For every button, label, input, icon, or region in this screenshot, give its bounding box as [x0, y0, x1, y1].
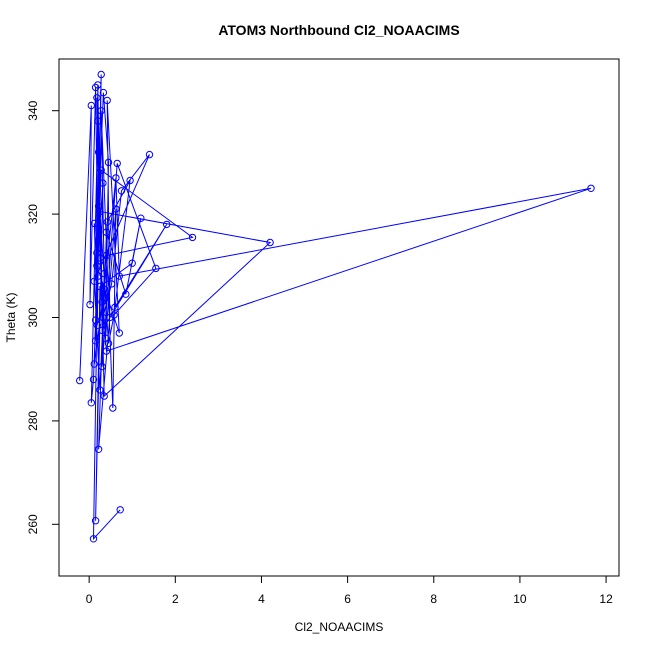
data-point — [87, 101, 96, 110]
data-point — [126, 176, 134, 185]
data-point — [145, 150, 154, 159]
data-point — [94, 117, 102, 125]
data-point — [96, 207, 104, 216]
data-point — [86, 300, 94, 309]
data-point — [104, 158, 113, 167]
y-tick-label: 260 — [26, 514, 40, 534]
data-point — [76, 376, 84, 385]
data-point — [94, 148, 103, 156]
x-tick-label: 6 — [344, 592, 351, 606]
data-point — [91, 83, 100, 92]
y-tick-label: 300 — [26, 307, 40, 327]
data-point — [91, 337, 100, 345]
data-point — [103, 218, 111, 226]
data-point — [102, 347, 111, 355]
data-point — [96, 386, 104, 394]
data-point — [128, 259, 136, 267]
x-tick-label: 12 — [599, 592, 613, 606]
data-point — [89, 535, 98, 543]
data-point — [90, 277, 99, 285]
data-point — [89, 375, 98, 384]
data-point — [97, 166, 105, 174]
data-point — [91, 316, 100, 324]
data-point — [93, 94, 101, 102]
x-axis-label: Cl2_NOAACIMS — [295, 620, 384, 634]
data-point — [100, 269, 108, 278]
data-point — [93, 321, 102, 329]
series-layer — [76, 70, 595, 543]
data-point — [115, 329, 124, 337]
data-point — [99, 313, 107, 322]
x-axis: 0 2 4 6 8 10 12 — [86, 576, 613, 606]
data-point — [98, 326, 106, 335]
y-tick-label: 280 — [26, 411, 40, 431]
chart-title: ATOM3 Northbound Cl2_NOAACIMS — [218, 22, 459, 38]
y-axis: 260 280 300 320 340 — [26, 100, 59, 534]
data-point — [113, 159, 121, 168]
data-point — [91, 517, 100, 525]
data-point — [587, 184, 595, 193]
data-point — [107, 280, 116, 288]
data-point — [102, 228, 111, 236]
x-tick-label: 4 — [258, 592, 265, 606]
data-point — [100, 392, 108, 400]
plot-frame — [58, 58, 620, 577]
data-point — [103, 96, 111, 105]
data-point — [90, 219, 99, 228]
y-tick-label: 320 — [26, 204, 40, 224]
data-point — [110, 311, 118, 319]
data-point — [152, 264, 160, 273]
data-point — [109, 404, 117, 412]
data-point — [94, 81, 102, 89]
data-point — [99, 179, 107, 187]
data-point — [97, 107, 105, 115]
data-point — [99, 88, 108, 97]
data-point — [94, 202, 103, 211]
data-point — [97, 70, 105, 79]
data-point — [122, 290, 130, 298]
data-point — [102, 251, 111, 260]
data-point — [266, 238, 274, 247]
data-point — [188, 233, 197, 242]
data-point — [93, 262, 101, 270]
data-point — [98, 298, 106, 306]
data-point — [104, 339, 113, 348]
data-point — [112, 174, 120, 182]
data-point — [87, 399, 96, 407]
data-point — [98, 362, 106, 371]
y-axis-label: Theta (K) — [4, 292, 18, 342]
data-point — [111, 303, 119, 311]
series-line — [79, 74, 592, 541]
data-point — [115, 272, 124, 280]
data-point — [90, 360, 99, 368]
data-point — [116, 506, 124, 514]
data-point — [117, 187, 126, 195]
data-point — [100, 285, 108, 293]
x-tick-label: 10 — [513, 592, 527, 606]
data-point — [96, 254, 104, 262]
x-tick-label: 0 — [86, 592, 93, 606]
data-point — [112, 205, 120, 213]
data-point — [94, 272, 102, 280]
x-tick-label: 8 — [430, 592, 437, 606]
y-tick-label: 340 — [26, 100, 40, 120]
data-point — [163, 220, 171, 229]
x-tick-label: 2 — [172, 592, 179, 606]
data-point — [94, 445, 103, 453]
data-point — [137, 214, 145, 222]
